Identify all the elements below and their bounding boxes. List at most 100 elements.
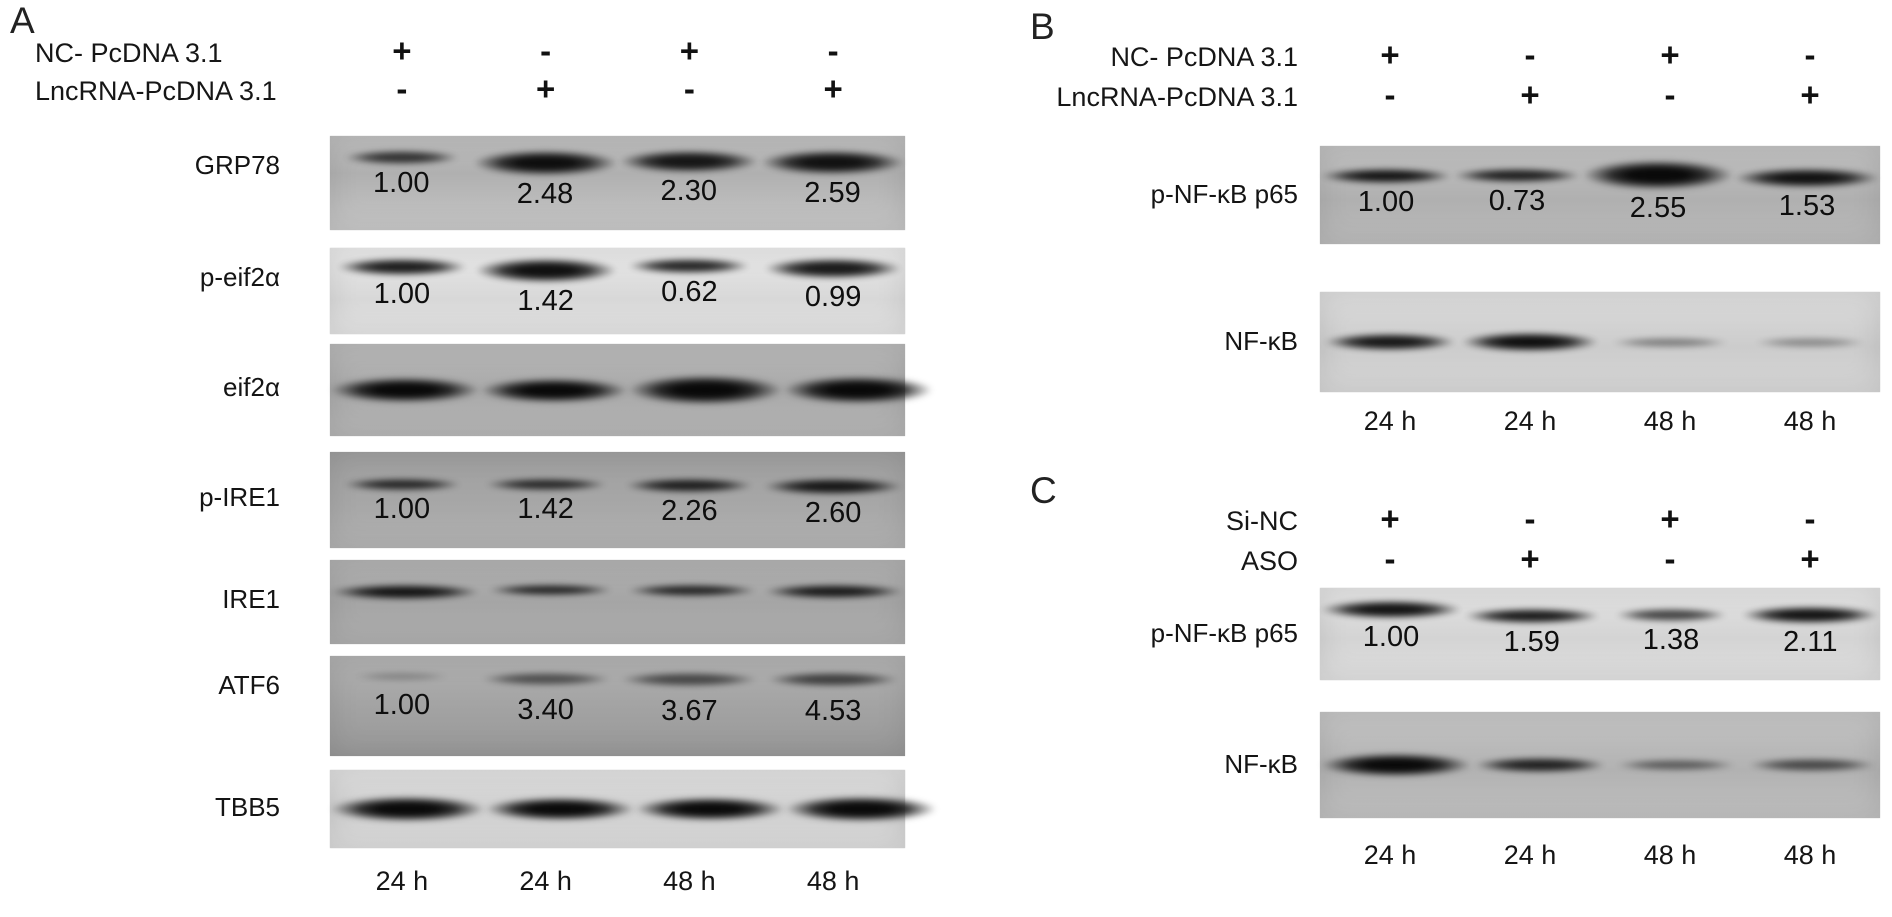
blot-strip-grp78: 1.00 2.48 2.30 2.59: [330, 136, 905, 230]
protein-band: [1748, 758, 1876, 772]
blot-label-nfkb: NF-κB: [1224, 326, 1298, 356]
protein-band: [474, 258, 617, 283]
protein-band: [1474, 757, 1606, 773]
protein-band: [1453, 168, 1581, 183]
band-value: 2.48: [516, 178, 574, 210]
blot-lane: [1744, 712, 1880, 818]
protein-band: [480, 672, 611, 686]
panel-c-letter: C: [1030, 470, 1058, 511]
lane-time-label: 48 h: [806, 866, 860, 896]
protein-band: [627, 584, 758, 597]
blot-label-grp78: GRP78: [194, 150, 280, 180]
lane-sign: +: [1800, 540, 1820, 577]
blot-lane: 2.11: [1741, 588, 1880, 680]
condition-signs-row: - + - +: [1320, 541, 1880, 577]
protein-band: [336, 258, 467, 276]
blot-lane: [1460, 292, 1600, 392]
lane-time-labels: 24 h 24 h 48 h 48 h: [1320, 840, 1880, 871]
band-value: 1.59: [1503, 626, 1560, 658]
blot-strip-nfkb: [1320, 712, 1880, 818]
blot-lane: 1.00: [1320, 146, 1452, 244]
lane-time-labels: 24 h 24 h 48 h 48 h: [330, 866, 905, 897]
band-value: 3.67: [661, 695, 718, 727]
blot-lane: 1.00: [330, 248, 474, 334]
blot-lane: 0.73: [1452, 146, 1582, 244]
protein-band: [1611, 336, 1729, 348]
lane-time-label: 48 h: [663, 866, 716, 896]
blot-label-p-nfkb-p65: p-NF-κB p65: [1150, 618, 1298, 648]
protein-band: [1463, 608, 1600, 624]
band-value: 3.40: [517, 694, 574, 726]
band-value: 2.60: [804, 497, 862, 529]
protein-band: [1734, 168, 1880, 188]
blot-label-atf6: ATF6: [218, 670, 280, 700]
blot-lane: [1600, 292, 1740, 392]
lane-time-label: 48 h: [1643, 840, 1697, 870]
blot-lane: 2.30: [618, 136, 761, 230]
blot-lane: [622, 560, 764, 644]
protein-band: [620, 672, 759, 687]
blot-lane: 2.55: [1582, 146, 1734, 244]
lane-sign: +: [1660, 36, 1680, 73]
band-value: 1.00: [373, 493, 431, 525]
protein-band: [1614, 608, 1727, 622]
lane-sign: +: [823, 70, 843, 107]
condition-label-nc-pcdna: NC- PcDNA 3.1: [35, 38, 223, 68]
blot-strip-eif2a: [330, 344, 933, 436]
blot-lane: 1.42: [474, 452, 618, 548]
band-value: 2.30: [660, 175, 717, 207]
lane-sign: +: [392, 32, 412, 69]
protein-band: [1320, 168, 1452, 184]
lane-sign: -: [683, 70, 695, 107]
protein-band: [1754, 336, 1866, 348]
protein-band: [628, 258, 751, 274]
band-value: 2.11: [1783, 626, 1838, 658]
blot-lane: [485, 770, 635, 848]
blot-lane: 1.00: [330, 452, 474, 548]
lane-time-label: 24 h: [1363, 840, 1417, 870]
panel-a-letter: A: [10, 0, 36, 41]
protein-band: [783, 376, 933, 404]
lane-time-label: 48 h: [1783, 840, 1837, 870]
protein-band: [785, 796, 937, 822]
lane-time-label: 24 h: [519, 866, 572, 896]
protein-band: [485, 797, 635, 821]
band-value: 4.53: [804, 695, 862, 727]
protein-band: [760, 150, 905, 175]
lane-time-label: 48 h: [1783, 406, 1837, 436]
band-value: 1.00: [1357, 186, 1415, 218]
blot-lane: 2.60: [761, 452, 905, 548]
band-value: 2.59: [804, 177, 861, 209]
band-value: 1.00: [373, 689, 431, 721]
blot-lane: [1320, 712, 1472, 818]
blot-lane: 1.59: [1462, 588, 1601, 680]
lane-sign: -: [1664, 540, 1676, 577]
blot-lane: [1740, 292, 1880, 392]
blot-lane: 1.38: [1601, 588, 1740, 680]
blot-label-p-nfkb-p65: p-NF-κB p65: [1150, 179, 1298, 209]
protein-band: [618, 150, 759, 173]
blot-label-tbb5: TBB5: [214, 792, 280, 822]
lane-time-label: 24 h: [1503, 840, 1557, 870]
protein-band: [1741, 606, 1880, 624]
blot-lane: [1320, 292, 1460, 392]
blot-lane: [330, 770, 485, 848]
band-value: 2.55: [1629, 192, 1687, 224]
blot-lane: 3.67: [618, 656, 762, 756]
condition-signs-row: + - + -: [1320, 37, 1880, 73]
band-value: 0.73: [1488, 185, 1546, 217]
lane-sign: -: [827, 32, 839, 69]
blot-strip-p-nfkb-p65: 1.00 0.73 2.55 1.53: [1320, 146, 1880, 244]
protein-band: [1320, 600, 1462, 619]
protein-band: [330, 796, 485, 822]
blot-lane: 4.53: [761, 656, 905, 756]
lane-sign: +: [679, 32, 700, 69]
protein-band: [764, 258, 903, 279]
lane-sign: -: [1524, 36, 1536, 73]
condition-signs-row: + - + -: [1320, 501, 1880, 537]
blot-lane: [783, 344, 933, 436]
protein-band: [628, 375, 783, 405]
blot-strip-atf6: 1.00 3.40 3.67 4.53: [330, 656, 905, 756]
blot-lane: [480, 560, 622, 644]
lane-sign: +: [1520, 76, 1540, 113]
